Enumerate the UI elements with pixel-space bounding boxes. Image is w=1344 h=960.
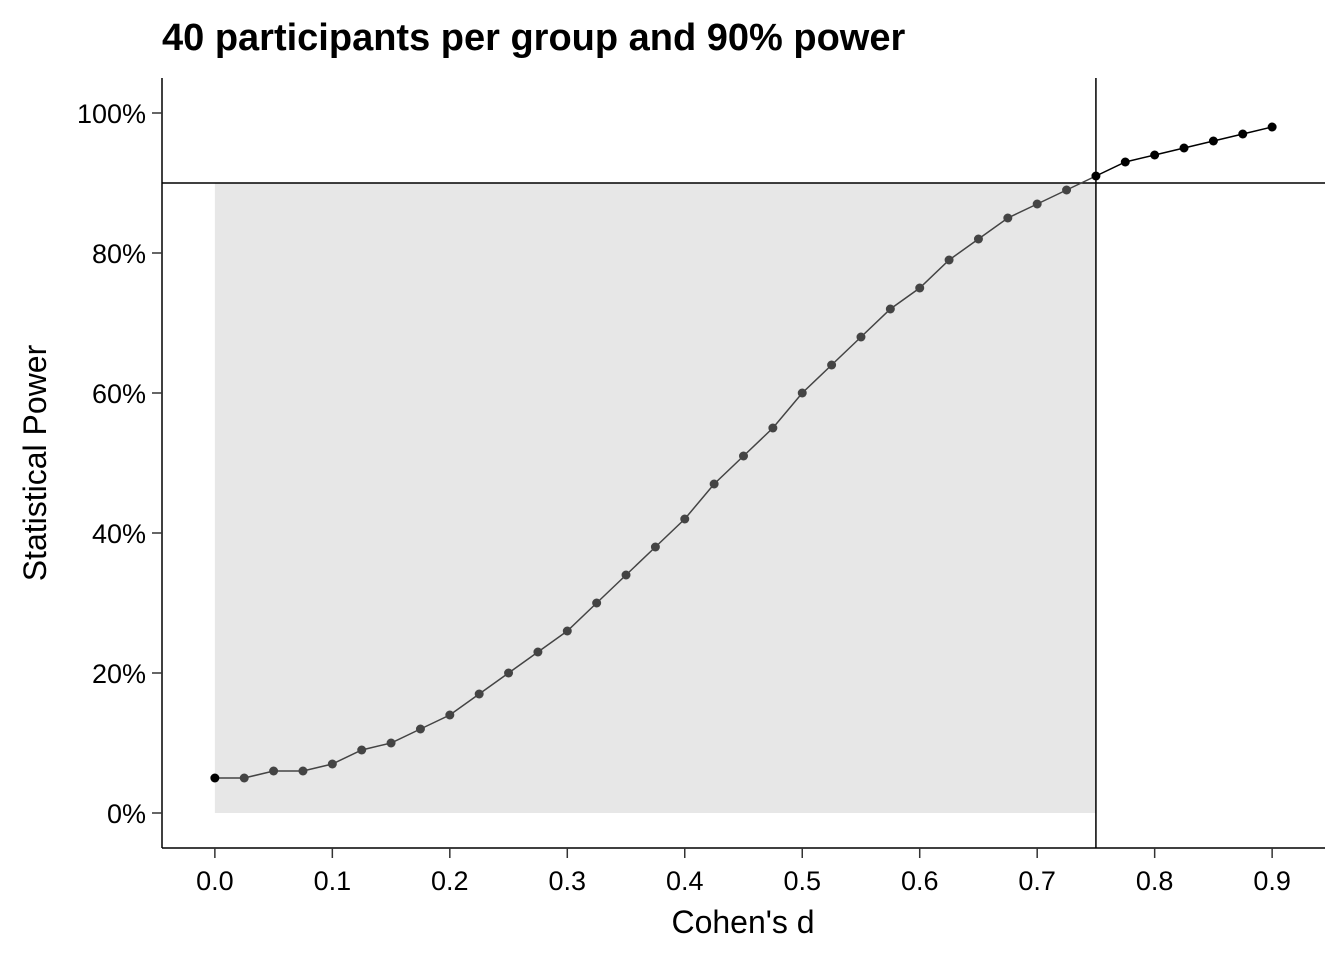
data-point	[1150, 150, 1160, 160]
data-point	[474, 689, 484, 699]
data-point	[1208, 136, 1218, 146]
data-point	[1091, 171, 1101, 181]
x-axis-ticks: 0.0 0.1 0.2 0.3 0.4 0.5 0.6 0.7 0.8 0.9	[196, 848, 1291, 896]
data-point	[1238, 129, 1248, 139]
y-axis-ticks: 0% 20% 40% 60% 80% 100%	[77, 99, 162, 829]
data-point	[944, 255, 954, 265]
data-point	[210, 773, 220, 783]
x-tick-label: 0.4	[666, 866, 704, 896]
y-tick-label: 80%	[92, 239, 146, 269]
x-tick-label: 0.2	[431, 866, 469, 896]
data-point	[562, 626, 572, 636]
data-point	[445, 710, 455, 720]
data-point	[885, 304, 895, 314]
data-point	[327, 759, 337, 769]
x-tick-label: 0.7	[1018, 866, 1056, 896]
data-point	[709, 479, 719, 489]
data-point	[915, 283, 925, 293]
data-point	[797, 388, 807, 398]
data-point	[680, 514, 690, 524]
x-tick-label: 0.6	[901, 866, 939, 896]
data-point	[856, 332, 866, 342]
data-point	[592, 598, 602, 608]
y-tick-label: 100%	[77, 99, 146, 129]
data-point	[239, 773, 249, 783]
data-point	[504, 668, 514, 678]
shaded-region	[214, 183, 1096, 813]
data-point	[533, 647, 543, 657]
data-point	[1062, 185, 1072, 195]
data-point	[1120, 157, 1130, 167]
x-tick-label: 0.1	[314, 866, 352, 896]
data-point	[650, 542, 660, 552]
x-axis-title: Cohen's d	[671, 904, 814, 940]
x-tick-label: 0.3	[549, 866, 587, 896]
y-tick-label: 20%	[92, 659, 146, 689]
data-point	[1267, 122, 1277, 132]
data-point	[357, 745, 367, 755]
data-point	[386, 738, 396, 748]
data-point	[768, 423, 778, 433]
data-point	[1032, 199, 1042, 209]
data-point	[827, 360, 837, 370]
y-tick-label: 0%	[107, 799, 146, 829]
data-point	[1003, 213, 1013, 223]
data-point	[973, 234, 983, 244]
data-point	[739, 451, 748, 461]
y-tick-label: 60%	[92, 379, 146, 409]
chart-title: 40 participants per group and 90% power	[162, 17, 905, 59]
data-point	[1179, 143, 1189, 153]
x-tick-label: 0.0	[196, 866, 234, 896]
x-tick-label: 0.8	[1136, 866, 1174, 896]
y-axis-title: Statistical Power	[17, 344, 53, 581]
x-tick-label: 0.9	[1253, 866, 1291, 896]
data-point	[621, 570, 631, 580]
x-tick-label: 0.5	[783, 866, 821, 896]
data-point	[298, 766, 308, 776]
y-tick-label: 40%	[92, 519, 146, 549]
data-point	[269, 766, 279, 776]
data-point	[415, 724, 425, 734]
plot-area	[161, 78, 1325, 849]
